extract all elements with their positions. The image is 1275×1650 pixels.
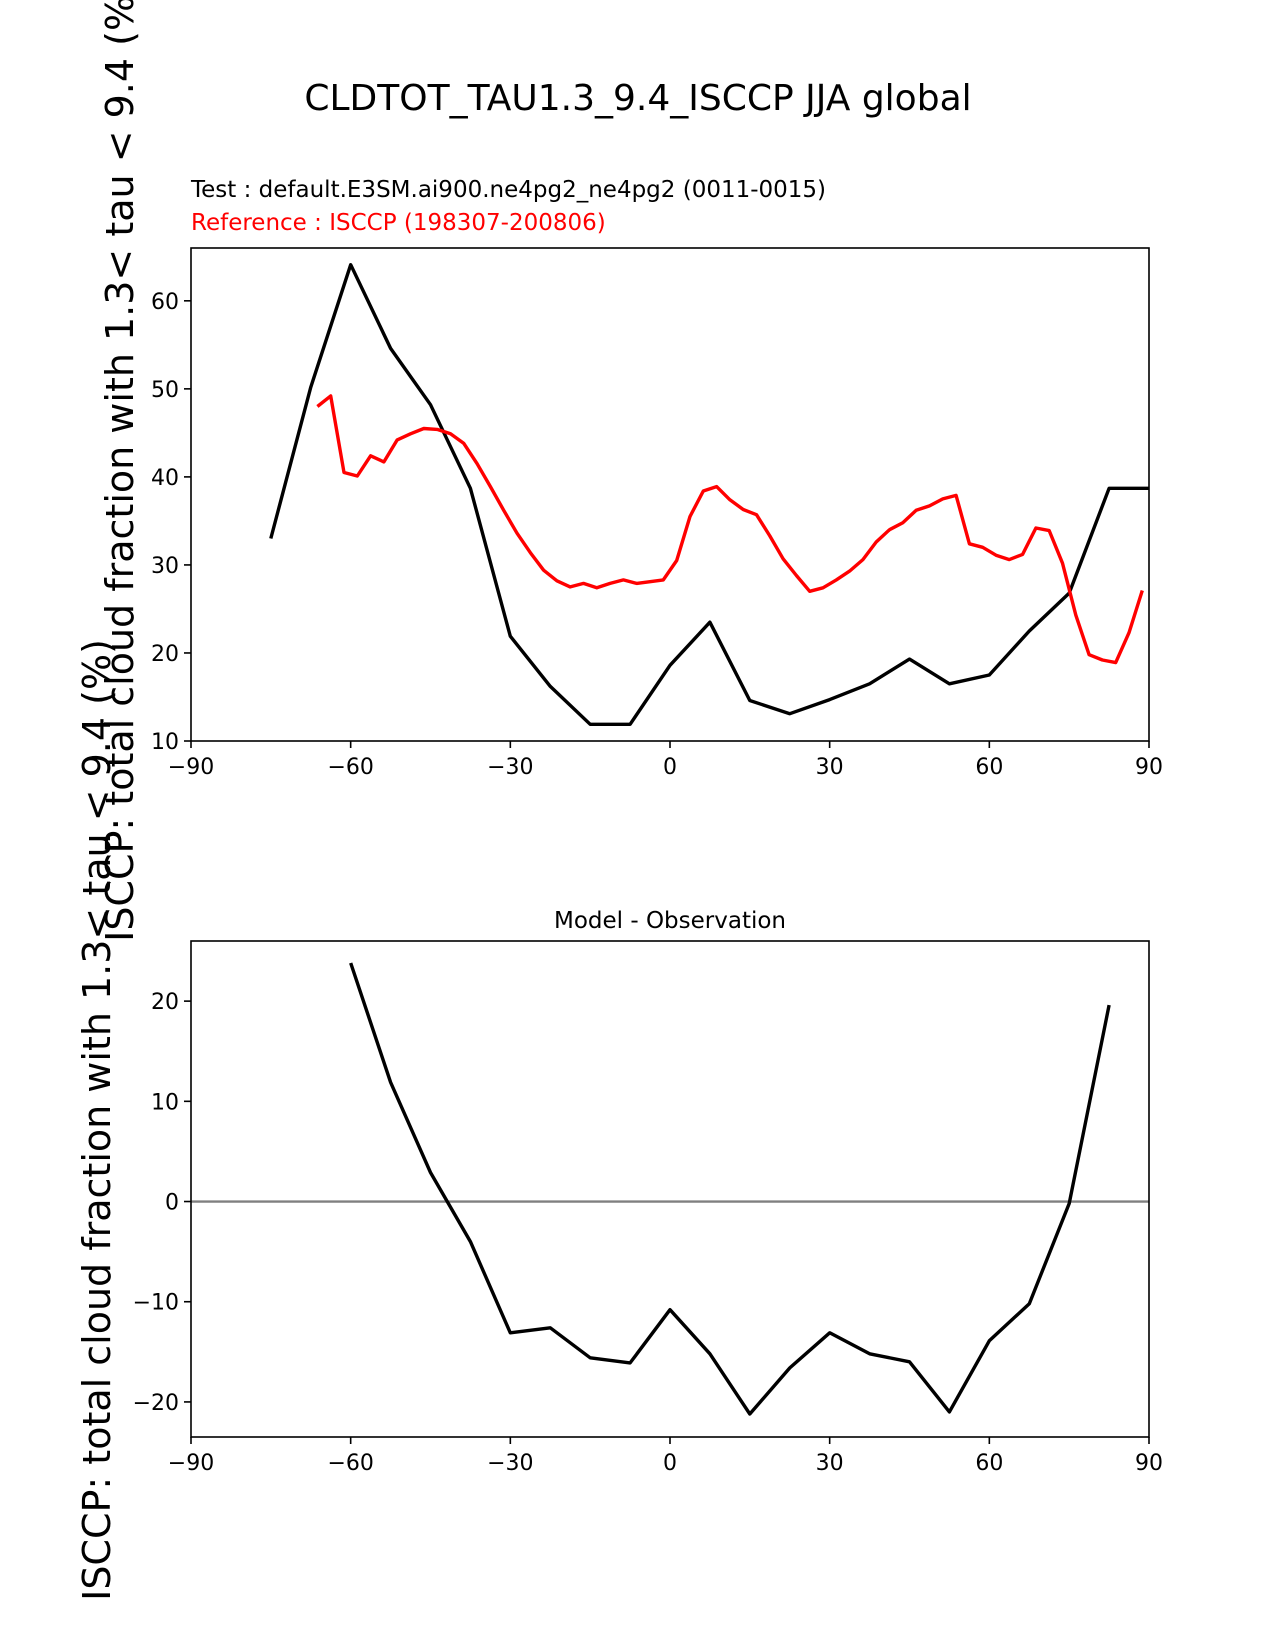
top-x-tick-label: 0 [663, 755, 677, 780]
top-x-tick-label: 90 [1135, 755, 1163, 780]
top-y-tick-label: 20 [151, 642, 179, 667]
top-series-line-2 [316, 394, 1144, 665]
top-panel-series [269, 263, 1149, 726]
y-axis-label-bottom: ISCCP: total cloud fraction with 1.3< ta… [75, 639, 119, 1601]
bottom-x-axis: −90 −60 −30 0 30 60 90 [168, 1437, 1163, 1476]
bottom-x-tick-label: −60 [327, 1451, 373, 1476]
bottom-x-tick-label: 0 [663, 1451, 677, 1476]
bottom-x-tick-label: −30 [487, 1451, 533, 1476]
bottom-x-tick-label: 30 [816, 1451, 844, 1476]
reference-label: Reference : ISCCP (198307-200806) [191, 210, 606, 236]
bottom-y-tick-label: 0 [165, 1191, 179, 1216]
top-x-axis: −90 −60 −30 0 30 60 90 [168, 741, 1163, 780]
bottom-panel-series [349, 962, 1111, 1416]
test-label: Test : default.E3SM.ai900.ne4pg2_ne4pg2 … [190, 177, 826, 203]
top-y-tick-label: 60 [151, 290, 179, 315]
top-panel: −90 −60 −30 0 30 60 90 10 20 30 40 50 60 [151, 247, 1163, 780]
bottom-y-tick-label: −20 [133, 1391, 179, 1416]
top-x-tick-label: 30 [816, 755, 844, 780]
top-x-tick-label: 60 [975, 755, 1003, 780]
top-series-line-1 [269, 263, 1149, 726]
top-y-axis: 10 20 30 40 50 60 [151, 290, 191, 755]
bottom-series-line-1 [349, 962, 1111, 1416]
bottom-y-tick-label: 10 [151, 1090, 179, 1115]
y-axis-label-top: ISCCP: total cloud fraction with 1.3< ta… [98, 0, 142, 942]
bottom-x-tick-label: 90 [1135, 1451, 1163, 1476]
top-y-tick-label: 40 [151, 466, 179, 491]
bottom-y-axis: −20 −10 0 10 20 [133, 990, 191, 1416]
bottom-x-tick-label: 60 [975, 1451, 1003, 1476]
top-x-tick-label: −90 [168, 755, 214, 780]
top-y-tick-label: 30 [151, 554, 179, 579]
bottom-y-tick-label: −10 [133, 1291, 179, 1316]
top-x-tick-label: −60 [327, 755, 373, 780]
bottom-x-tick-label: −90 [168, 1451, 214, 1476]
top-x-tick-label: −30 [487, 755, 533, 780]
bottom-y-tick-label: 20 [151, 990, 179, 1015]
bottom-panel: Model - Observation −90 −60 −30 0 30 60 90 −20… [133, 908, 1163, 1476]
top-y-tick-label: 10 [151, 730, 179, 755]
bottom-panel-title: Model - Observation [554, 908, 786, 934]
chart-title: CLDTOT_TAU1.3_9.4_ISCCP JJA global [304, 78, 971, 119]
top-y-tick-label: 50 [151, 378, 179, 403]
